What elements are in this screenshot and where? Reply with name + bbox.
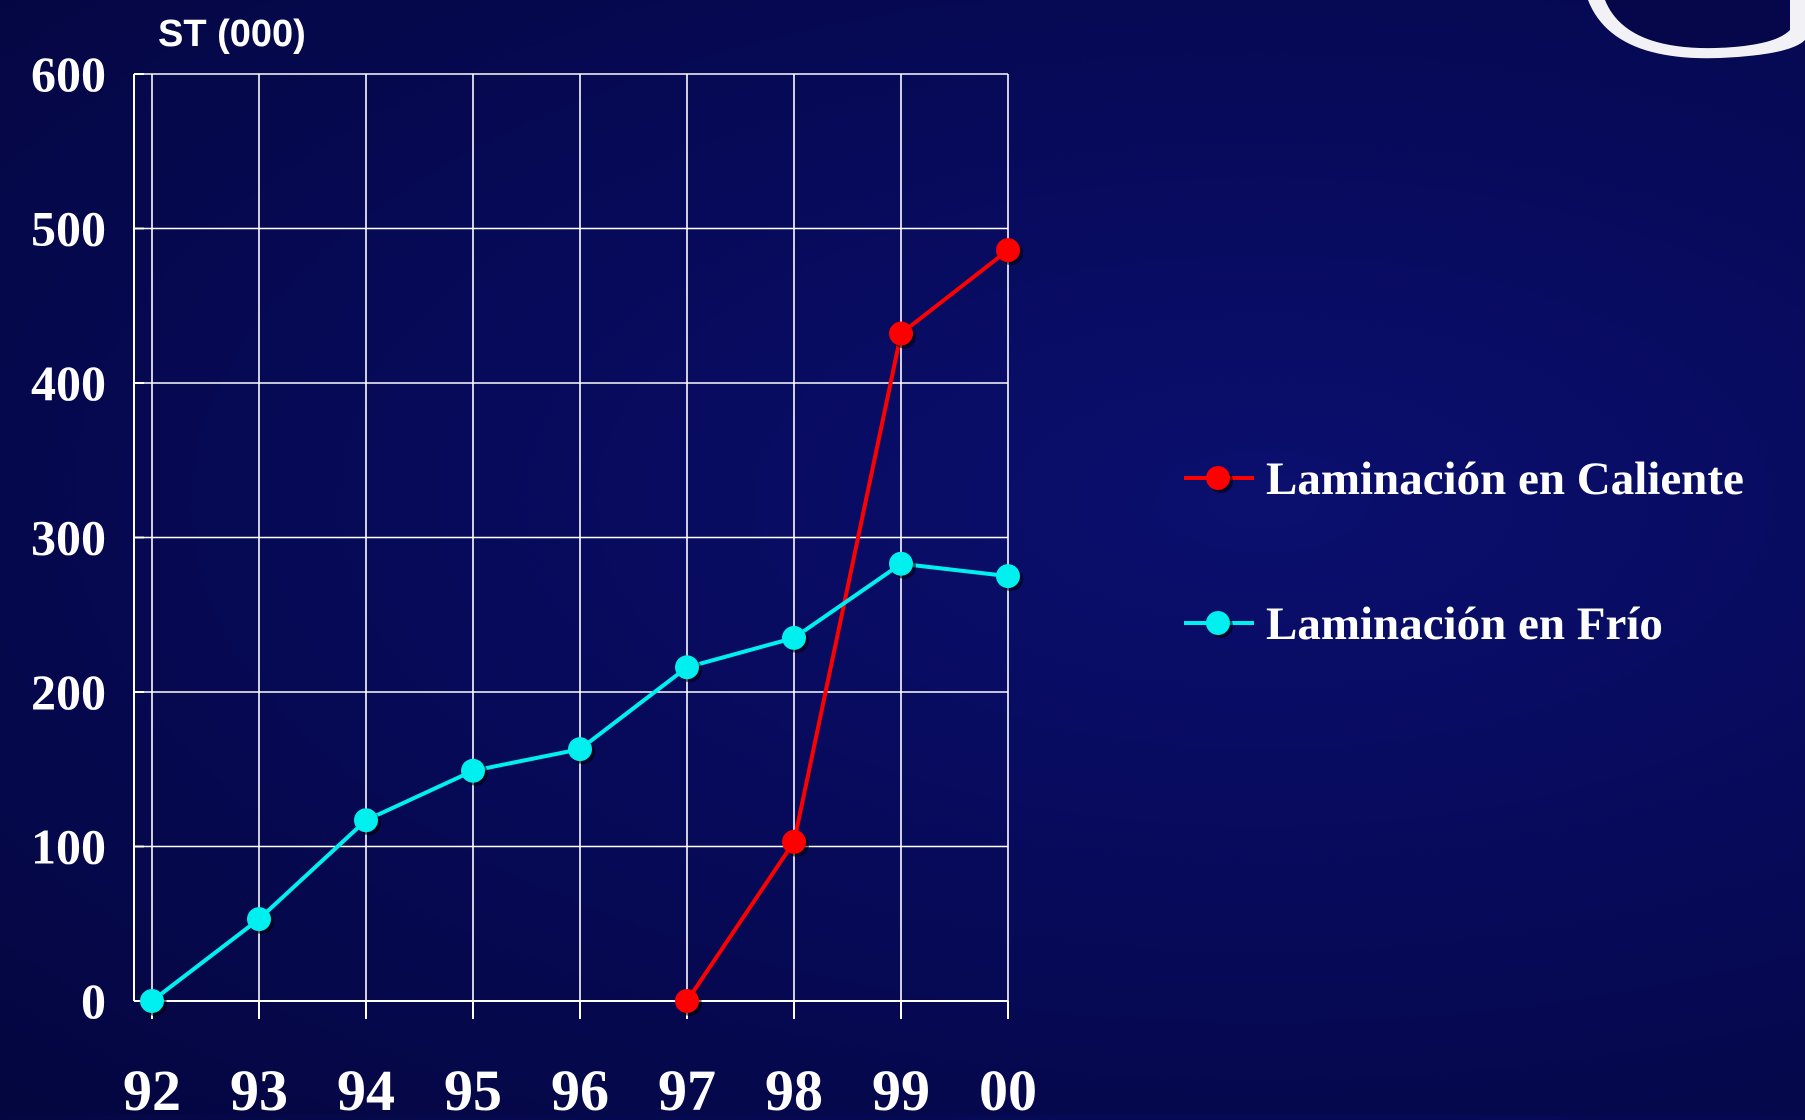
x-tick-labels: 92 93 94 95 96 97 98 99 00 bbox=[123, 1058, 1037, 1120]
y-tick-label: 100 bbox=[31, 819, 106, 875]
data-point bbox=[889, 551, 913, 576]
legend-item: Laminación en Frío bbox=[1184, 598, 1663, 650]
x-tick-label: 94 bbox=[337, 1058, 395, 1115]
data-point bbox=[461, 758, 485, 783]
x-tick-label: 97 bbox=[658, 1058, 716, 1115]
x-tick-label: 00 bbox=[979, 1058, 1037, 1115]
x-tick-label: 93 bbox=[230, 1058, 288, 1115]
series-caliente bbox=[675, 238, 1023, 1016]
legend: Laminación en Caliente Laminación en Frío bbox=[1184, 453, 1744, 650]
logo-arc-inner bbox=[1605, 0, 1790, 49]
data-point bbox=[568, 737, 592, 762]
data-point bbox=[782, 625, 806, 650]
x-tick-label: 92 bbox=[123, 1058, 181, 1115]
series-frio bbox=[140, 551, 1023, 1016]
y-tick-label: 0 bbox=[81, 973, 106, 1029]
data-point bbox=[140, 989, 164, 1013]
grid bbox=[134, 73, 1009, 1002]
legend-marker bbox=[1206, 611, 1230, 635]
data-point bbox=[996, 238, 1020, 263]
series bbox=[140, 238, 1023, 1016]
data-point bbox=[675, 655, 699, 680]
y-tick-label: 500 bbox=[31, 201, 106, 257]
x-tick-label: 96 bbox=[551, 1058, 609, 1115]
y-tick-label: 400 bbox=[31, 355, 106, 411]
data-point bbox=[996, 564, 1020, 589]
y-axis-label: ST (000) bbox=[158, 13, 306, 55]
legend-label: Laminación en Frío bbox=[1266, 598, 1663, 650]
data-point bbox=[889, 321, 913, 346]
axes bbox=[133, 73, 1009, 1019]
legend-item: Laminación en Caliente bbox=[1184, 453, 1744, 505]
y-tick-label: 600 bbox=[31, 46, 106, 102]
data-point bbox=[354, 808, 378, 833]
legend-label: Laminación en Caliente bbox=[1266, 453, 1744, 505]
x-tick-label: 99 bbox=[872, 1058, 930, 1115]
data-point bbox=[675, 989, 699, 1013]
y-tick-label: 200 bbox=[31, 664, 106, 720]
x-tick-label: 98 bbox=[765, 1058, 823, 1115]
data-point bbox=[782, 829, 806, 854]
legend-marker bbox=[1206, 466, 1230, 490]
y-tick-labels: 0 100 200 300 400 500 600 bbox=[31, 46, 106, 1029]
y-tick-label: 300 bbox=[31, 510, 106, 566]
data-point bbox=[247, 907, 271, 932]
x-tick-label: 95 bbox=[444, 1058, 502, 1115]
series-line bbox=[685, 248, 1010, 1003]
